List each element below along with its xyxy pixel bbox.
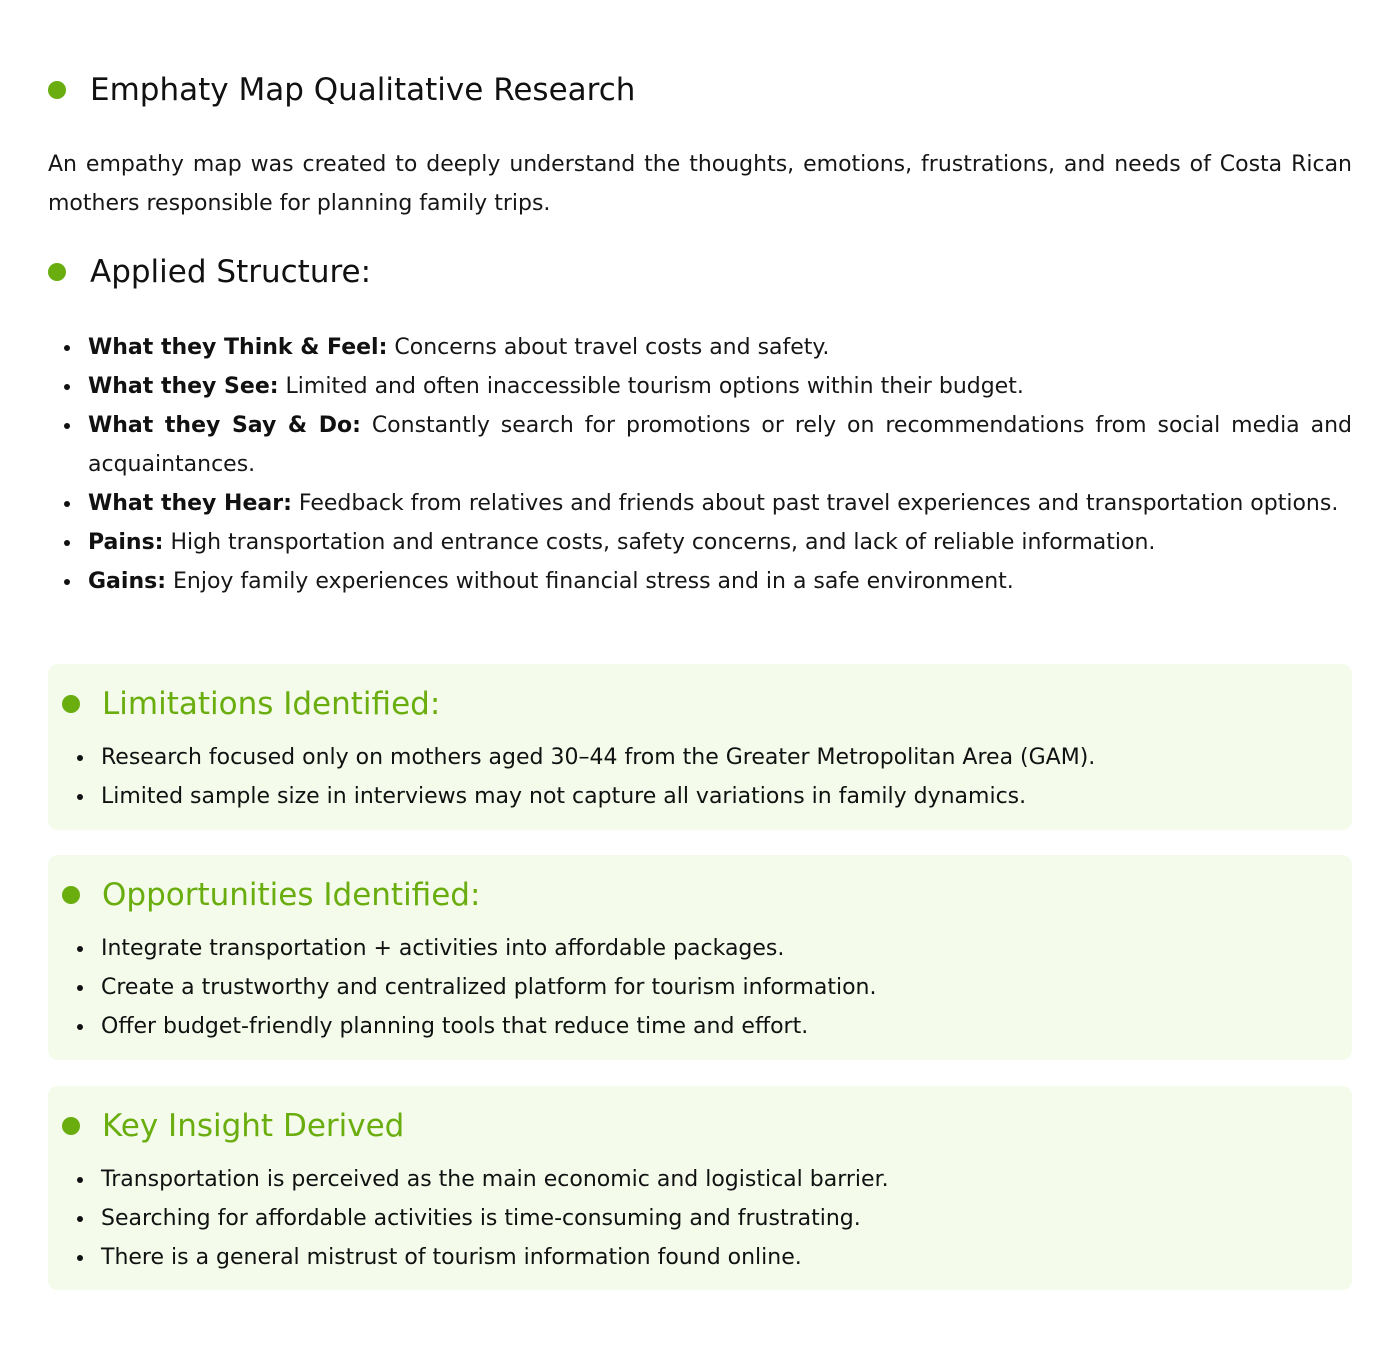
list-item: Gains: Enjoy family experiences without … [48,562,1352,601]
card-title: Key Insight Derived [102,1108,405,1144]
item-label: What they See: [88,374,279,399]
list-item: Limited sample size in interviews may no… [48,777,1348,816]
key-insight-card: Key Insight Derived Transportation is pe… [48,1086,1352,1290]
bullet-dot-icon [62,886,80,904]
list-item: Transportation is perceived as the main … [48,1160,1348,1199]
item-label: What they Think & Feel: [88,335,388,360]
card-title: Limitations Identified: [102,686,441,722]
item-label: Gains: [88,569,166,594]
item-text: Constantly search for promotions or rely… [88,413,1352,477]
limitations-list: Research focused only on mothers aged 30… [48,738,1348,816]
opportunities-card: Opportunities Identified: Integrate tran… [48,855,1352,1060]
list-item: There is a general mistrust of tourism i… [48,1238,1348,1277]
item-text: High transportation and entrance costs, … [163,530,1156,555]
item-label: What they Say & Do: [88,413,361,438]
bullet-dot-icon [62,695,80,713]
list-item: Offer budget-friendly planning tools tha… [48,1007,1348,1046]
list-item: Pains: High transportation and entrance … [48,523,1352,562]
list-item: What they See: Limited and often inacces… [48,367,1352,406]
intro-paragraph: An empathy map was created to deeply und… [48,152,1352,216]
list-item: What they Think & Feel: Concerns about t… [48,328,1352,367]
card-heading: Key Insight Derived [62,1106,404,1146]
limitations-card: Limitations Identified: Research focused… [48,664,1352,830]
section-heading-applied-structure: Applied Structure: [48,252,371,292]
bullet-dot-icon [62,1117,80,1135]
card-heading: Limitations Identified: [62,684,440,724]
structure-list: What they Think & Feel: Concerns about t… [48,328,1352,601]
item-label: What they Hear: [88,491,292,516]
item-text: Concerns about travel costs and safety. [387,335,830,360]
insight-list: Transportation is perceived as the main … [48,1160,1348,1277]
card-title: Opportunities Identified: [102,877,481,913]
section-title: Emphaty Map Qualitative Research [90,72,636,108]
list-item: Searching for affordable activities is t… [48,1199,1348,1238]
item-text: Limited and often inaccessible tourism o… [278,374,1024,399]
bullet-dot-icon [48,81,66,99]
bullet-dot-icon [48,263,66,281]
card-heading: Opportunities Identified: [62,875,480,915]
list-item: Integrate transportation + activities in… [48,929,1348,968]
section-title: Applied Structure: [90,254,372,290]
list-item: What they Hear: Feedback from relatives … [48,484,1352,523]
opportunities-list: Integrate transportation + activities in… [48,929,1348,1046]
item-text: Feedback from relatives and friends abou… [291,491,1339,516]
item-label: Pains: [88,530,164,555]
list-item: Research focused only on mothers aged 30… [48,738,1348,777]
list-item: What they Say & Do: Constantly search fo… [48,406,1352,484]
item-text: Enjoy family experiences without financi… [166,569,1014,594]
section-heading-empathy-map: Emphaty Map Qualitative Research [48,70,635,110]
list-item: Create a trustworthy and centralized pla… [48,968,1348,1007]
